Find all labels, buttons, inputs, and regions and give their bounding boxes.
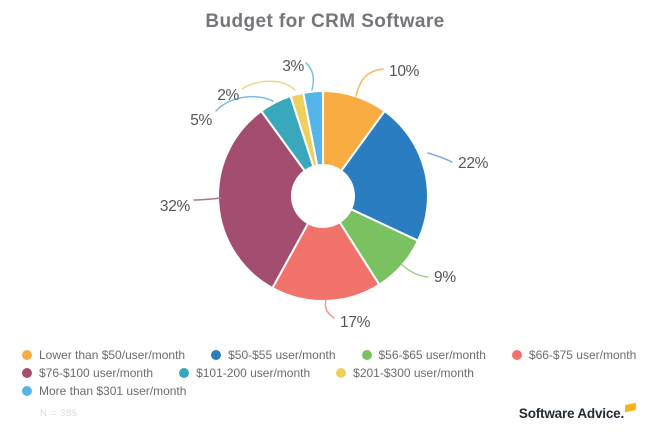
legend-item: $50-$55 user/month — [211, 347, 336, 362]
slice-leader-line — [324, 299, 335, 319]
legend-label: $66-$75 user/month — [528, 347, 637, 362]
donut-chart: 10% 22% 9% 17% 32% 5% 2% 3% — [160, 58, 489, 331]
legend-dot-icon — [22, 367, 32, 378]
slice-percent-label: 2% — [217, 87, 239, 104]
slice-leader-line — [305, 62, 315, 91]
logo-flag-icon — [624, 402, 637, 413]
donut-slice — [271, 221, 381, 302]
legend-row: More than $301 user/month — [22, 384, 637, 398]
slice-percent-label: 32% — [160, 198, 191, 215]
slice-percent-label: 9% — [434, 269, 456, 286]
slice-leader-line — [193, 197, 222, 201]
donut-slice — [302, 90, 324, 167]
donut-slice — [340, 110, 429, 242]
legend-item: $66-$75 user/month — [511, 347, 637, 362]
legend-row: Lower than $50/user/month $50-$55 user/mo… — [22, 347, 637, 362]
slice-leader-line — [400, 263, 429, 278]
legend-label: $101-200 user/month — [196, 365, 311, 380]
legend-dot-icon — [22, 385, 32, 396]
chart-title: Budget for CRM Software — [205, 11, 445, 32]
legend-label: $56-$65 user/month — [378, 347, 486, 362]
legend-label: Lower than $50/user/month — [39, 347, 186, 362]
slice-leader-line — [355, 68, 384, 97]
slice-percent-label: 17% — [340, 314, 371, 331]
legend-item: Lower than $50/user/month — [22, 348, 185, 362]
legend-label: $201-$300 user/month — [353, 365, 474, 380]
slice-percent-label: 10% — [389, 63, 420, 80]
legend-dot-icon — [211, 349, 222, 360]
slice-percent-label: 22% — [458, 155, 489, 172]
legend-dot-icon — [361, 349, 372, 360]
software-advice-logo: Software Advice. — [518, 402, 637, 421]
donut-slice — [217, 110, 310, 289]
chart-legend: Lower than $50/user/month $50-$55 user/mo… — [22, 348, 637, 402]
legend-dot-icon — [179, 367, 190, 378]
legend-item: $201-$300 user/month — [336, 366, 474, 380]
legend-label: $76-$100 user/month — [39, 365, 154, 380]
slice-percent-label: 5% — [190, 112, 212, 129]
sample-size-note: N = 385 — [40, 408, 78, 419]
slice-leader-line — [215, 95, 274, 112]
legend-item: $56-$65 user/month — [361, 347, 486, 362]
legend-dot-icon — [511, 349, 522, 360]
legend-item: $101-200 user/month — [179, 366, 310, 380]
legend-row: $76-$100 user/month $101-200 user/month $2… — [22, 366, 637, 380]
slice-leader-line — [427, 152, 453, 163]
slice-leader-line — [241, 80, 296, 91]
logo-text: Software Advice. — [518, 406, 624, 421]
legend-label: More than $301 user/month — [39, 383, 187, 398]
legend-dot-icon — [336, 367, 347, 378]
legend-label: $50-$55 user/month — [228, 347, 336, 362]
legend-item: $76-$100 user/month — [22, 366, 153, 380]
slice-percent-label: 3% — [282, 58, 304, 75]
legend-item: More than $301 user/month — [22, 384, 186, 398]
legend-dot-icon — [22, 349, 32, 360]
